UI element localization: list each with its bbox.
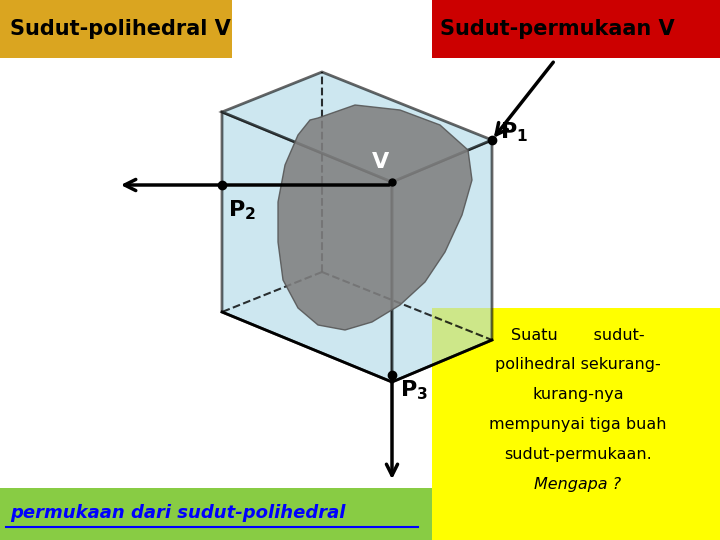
Text: $\mathbf{P_3}$: $\mathbf{P_3}$	[400, 378, 428, 402]
Text: Sudut-polihedral V: Sudut-polihedral V	[10, 19, 230, 39]
Text: mempunyai tiga buah: mempunyai tiga buah	[490, 417, 667, 433]
Text: sudut-permukaan.: sudut-permukaan.	[504, 448, 652, 462]
Text: Suatu       sudut-: Suatu sudut-	[511, 327, 645, 342]
Polygon shape	[392, 140, 492, 382]
Bar	[0, 488, 432, 540]
Bar	[432, 0, 720, 58]
Polygon shape	[222, 112, 392, 382]
Text: $\mathbf{P_1}$: $\mathbf{P_1}$	[500, 120, 528, 144]
Text: kurang-nya: kurang-nya	[532, 388, 624, 402]
Text: polihedral sekurang-: polihedral sekurang-	[495, 357, 661, 373]
Text: permukaan dari sudut-polihedral: permukaan dari sudut-polihedral	[10, 504, 346, 522]
Bar	[432, 308, 720, 540]
Text: $\mathbf{P_2}$: $\mathbf{P_2}$	[228, 198, 256, 221]
Text: Sudut-permukaan V: Sudut-permukaan V	[440, 19, 675, 39]
Text: V: V	[372, 152, 390, 172]
Polygon shape	[278, 105, 472, 330]
Polygon shape	[222, 72, 492, 182]
Text: Mengapa ?: Mengapa ?	[534, 477, 621, 492]
Bar	[0, 0, 232, 58]
